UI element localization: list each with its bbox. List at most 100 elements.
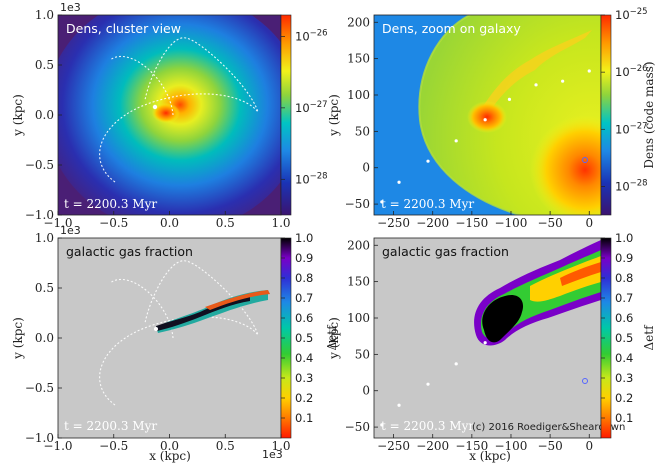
- panel-title: galactic gas fraction: [66, 244, 193, 259]
- x-tick-label: 1.0: [271, 439, 290, 453]
- cluster-center-marker: [582, 157, 588, 163]
- y-tick-label: 0.0: [35, 108, 54, 122]
- colorbar: [280, 14, 292, 216]
- y-tick-label: 150: [347, 275, 370, 289]
- x-tick-label: −150: [455, 439, 488, 453]
- panel-title: Dens, cluster view: [66, 21, 181, 36]
- x-tick-label: −200: [416, 216, 449, 230]
- x-tick-label: −200: [416, 439, 449, 453]
- x-tick-label: −50: [537, 216, 562, 230]
- y-tick-label: −0.5: [25, 158, 54, 172]
- colorbar-tick-label: 10−27: [295, 100, 328, 115]
- y-tick-label: 1.0: [35, 231, 54, 245]
- orbit-path: [99, 37, 259, 183]
- y-multiplier: 1e3: [60, 1, 81, 14]
- colorbar-tick-label: 0.3: [295, 371, 313, 385]
- orbit-point: [397, 403, 401, 407]
- credit-text: (c) 2016 Roediger&Sheardown: [472, 422, 625, 433]
- colorbar-tick-label: 0.2: [295, 391, 313, 405]
- galaxy-core: [482, 294, 524, 343]
- orbit-point: [454, 139, 458, 143]
- time-label: t = 2200.3 Myr: [64, 197, 157, 211]
- y-tick-label: 100: [347, 311, 370, 325]
- colorbar-label: Δetf: [642, 324, 656, 351]
- colorbar-tick-label: 10−27: [615, 121, 648, 136]
- colorbar-label: Δetf: [325, 324, 339, 351]
- colorbar-tick-label: 10−28: [295, 171, 328, 186]
- colorbar-tick-label: 0.9: [295, 251, 313, 265]
- y-tick-label: 200: [347, 238, 370, 252]
- colorbar-tick-label: 0.3: [615, 371, 633, 385]
- y-tick-label: 0.5: [35, 58, 54, 72]
- time-label: t = 2200.3 Myr: [381, 419, 474, 433]
- time-label: t = 2200.3 Myr: [64, 419, 157, 433]
- y-tick-label: 200: [347, 15, 370, 29]
- colorbar-tick-label: 0.2: [615, 391, 633, 405]
- y-tick-label: 150: [347, 52, 370, 66]
- colorbar-tick-label: 0.6: [615, 311, 633, 325]
- time-label: t = 2200.3 Myr: [381, 197, 474, 211]
- x-tick-label: 0: [585, 216, 593, 230]
- stripped-tail-core: [156, 296, 250, 331]
- x-tick-label: −250: [377, 216, 410, 230]
- panel-title: Dens, zoom on galaxy: [382, 21, 521, 36]
- orbit-point: [380, 200, 384, 204]
- y-tick-label: 0: [362, 384, 370, 398]
- orbit-point: [561, 79, 565, 83]
- y-tick-label: 100: [347, 88, 370, 102]
- colorbar-tick-label: 0.8: [615, 271, 633, 285]
- galaxy-center-marker: [152, 104, 158, 110]
- x-tick-label: 0.5: [216, 439, 235, 453]
- colorbar-tick-label: 1.0: [615, 231, 633, 245]
- x-tick-label: 0: [585, 439, 593, 453]
- y-axis-label: y (kpc): [327, 94, 341, 137]
- x-axis-label: x (kpc): [149, 449, 191, 463]
- colorbar-tick-label: 0.7: [615, 291, 633, 305]
- colorbar-tick-label: 1.0: [295, 231, 313, 245]
- panel-cluster-density: Dens, cluster view t = 2200.3 Myr 1e3 y …: [11, 1, 292, 216]
- x-axis-label: x (kpc): [469, 449, 511, 463]
- cluster-center-marker: [582, 378, 588, 384]
- x-tick-label: −100: [494, 439, 527, 453]
- y-tick-label: −1.0: [25, 208, 54, 222]
- galaxy-blob: [467, 101, 507, 133]
- orbit-point: [426, 382, 430, 386]
- colorbar-tick-label: 10−26: [295, 28, 328, 43]
- x-tick-label: −250: [377, 439, 410, 453]
- colorbar-tick-label: 10−26: [615, 64, 648, 79]
- x-multiplier: 1e3: [262, 448, 283, 461]
- y-tick-label: −50: [345, 197, 370, 211]
- heatmap-background: [58, 238, 281, 438]
- colorbar-tick-label: 0.4: [295, 351, 313, 365]
- y-tick-label: −0.5: [25, 381, 54, 395]
- x-tick-label: −0.5: [99, 216, 128, 230]
- y-tick-label: 1.0: [35, 8, 54, 22]
- colorbar-label: Dens (code mass): [642, 61, 656, 168]
- gas-tail: [482, 30, 592, 117]
- y-axis-label: y (kpc): [11, 317, 25, 360]
- x-tick-label: −50: [537, 439, 562, 453]
- x-tick-label: −0.5: [99, 439, 128, 453]
- y-multiplier: 1e3: [60, 224, 81, 237]
- orbit-point: [380, 423, 384, 427]
- axis-ticks: −1.0 −0.5 0.0 0.5 1.0 1.0 0.5 0.0 −0.5 −1.0 10−26 1…: [25, 7, 648, 453]
- x-tick-label: −1.0: [43, 216, 72, 230]
- orbit-path: [99, 260, 259, 406]
- colorbar-tick-label: 0.5: [295, 331, 313, 345]
- x-tick-label: 0.0: [160, 439, 179, 453]
- orbit-point: [534, 83, 538, 87]
- colorbar: [600, 14, 612, 216]
- orbit-point: [454, 362, 458, 366]
- y-tick-label: 0: [362, 161, 370, 175]
- x-tick-label: 0.5: [216, 216, 235, 230]
- orbit-point: [483, 118, 487, 122]
- y-tick-label: 0.0: [35, 331, 54, 345]
- x-tick-label: −100: [494, 216, 527, 230]
- orbit-points: [380, 341, 487, 427]
- x-tick-label: 0.0: [160, 216, 179, 230]
- panel-galaxy-gas-fraction: galactic gas fraction t = 2200.3 Myr (c)…: [327, 237, 656, 463]
- colorbar-tick-label: 10−28: [615, 178, 648, 193]
- stripped-tail-hot: [560, 262, 601, 286]
- x-tick-label: 1.0: [271, 216, 290, 230]
